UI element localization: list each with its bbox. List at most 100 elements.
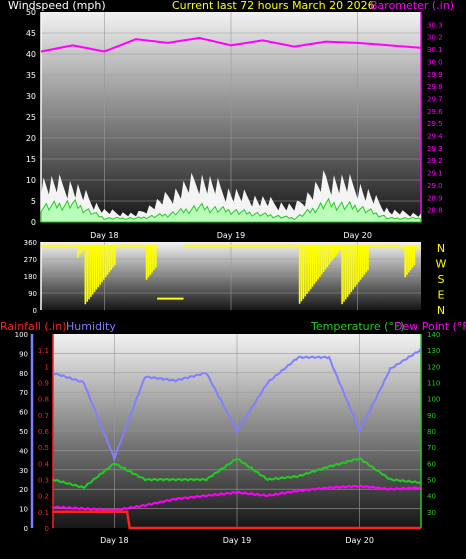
- temperature-series: [52, 456, 422, 490]
- day-label: Day 18: [100, 536, 129, 545]
- wind-tick-label: 5: [31, 197, 36, 206]
- baro-tick-label: 29.3: [427, 145, 443, 153]
- wind-tick-label: 45: [26, 29, 36, 38]
- baro-tick-label: 28.8: [427, 207, 443, 215]
- wind-tick-label: 40: [26, 50, 36, 59]
- wind-tick-label: 35: [26, 71, 36, 80]
- baro-tick-label: 30.2: [427, 34, 443, 42]
- compass-label: W: [436, 258, 447, 271]
- wind-series: [40, 36, 422, 223]
- humidity-tick-label: 50: [19, 428, 28, 436]
- humidity-tick-label: 10: [19, 506, 28, 514]
- temp-tick-label: 60: [427, 460, 436, 468]
- baro-tick-label: 29.7: [427, 95, 443, 103]
- day-label: Day 19: [217, 231, 246, 240]
- current-title: Current last 72 hours March 20 2026: [172, 0, 375, 12]
- compass-label: S: [438, 273, 445, 286]
- temp-tick-label: 100: [427, 396, 440, 404]
- temp-tick-label: 40: [427, 493, 436, 501]
- baro-tick-label: 29.4: [427, 133, 443, 141]
- direction-tick-label: 0: [33, 307, 37, 315]
- baro-tick-label: 29.8: [427, 83, 443, 91]
- humidity-tick-label: 0: [24, 525, 28, 533]
- rain-tick-label: 0.3: [38, 477, 49, 485]
- humidity-tick-label: 80: [19, 370, 28, 378]
- day-label: Day 19: [223, 536, 252, 545]
- baro-tick-label: 29.6: [427, 108, 443, 116]
- rain-tick-label: 1: [45, 363, 49, 371]
- baro-tick-label: 28.9: [427, 194, 443, 202]
- temp-tick-label: 140: [427, 331, 440, 339]
- rain-tick-label: 0: [45, 525, 49, 533]
- direction-tick-label: 180: [24, 273, 37, 281]
- direction-tick-label: 360: [24, 239, 37, 247]
- temp-tick-label: 130: [427, 347, 440, 355]
- day-label: Day 20: [345, 536, 374, 545]
- rain-tick-label: 0.9: [38, 380, 49, 388]
- rain-tick-label: 0.2: [38, 493, 49, 501]
- humidity-tick-label: 100: [15, 331, 28, 339]
- baro-tick-label: 29.5: [427, 120, 443, 128]
- wind-tick-label: 50: [26, 8, 36, 17]
- baro-tick-label: 30.3: [427, 21, 443, 29]
- humidity-label: Humidity: [66, 320, 116, 333]
- wind-tick-label: 0: [31, 218, 36, 227]
- wind-day-labels: Day 18 Day 19 Day 20: [90, 231, 372, 240]
- baro-tick-label: 29.9: [427, 71, 443, 79]
- humidity-tick-label: 70: [19, 389, 28, 397]
- dew-label: Dew Point (°F): [394, 320, 466, 333]
- humidity-tick-label: 40: [19, 447, 28, 455]
- rain-tick-label: 0.6: [38, 428, 50, 436]
- wind-tick-label: 10: [26, 176, 36, 185]
- day-label: Day 18: [90, 231, 119, 240]
- temp-tick-label: 30: [427, 509, 436, 517]
- baro-tick-label: 29.2: [427, 157, 443, 165]
- wind-tick-label: 15: [26, 155, 36, 164]
- humidity-tick-label: 60: [19, 409, 28, 417]
- direction-series: [41, 244, 421, 305]
- wind-title: Windspeed (mph): [8, 0, 106, 12]
- compass-label: E: [438, 289, 445, 302]
- baro-tick-label: 29.1: [427, 170, 443, 178]
- rain-tick-label: 0.7: [38, 412, 49, 420]
- wind-tick-label: 30: [26, 92, 36, 101]
- wind-tick-label: 25: [26, 113, 36, 122]
- temp-tick-label: 110: [427, 380, 440, 388]
- direction-axis-ticks: 0 90 180 270 360: [24, 239, 42, 315]
- humidity-tick-label: 30: [19, 467, 28, 475]
- rain-tick-label: 0.4: [38, 460, 50, 468]
- temp-tick-label: 50: [427, 477, 436, 485]
- direction-tick-label: 270: [24, 256, 37, 264]
- rainfall-series: [53, 510, 421, 530]
- temp-label: Temperature (°F): [310, 320, 405, 333]
- temp-tick-label: 80: [427, 428, 436, 436]
- temp-axis-ticks: 0 10 20 30 40 50 60 70 80 90 100 0 0.1 0.2 0.3 0.4 0.5 0.…: [15, 331, 441, 533]
- temp-series: [52, 348, 422, 530]
- baro-axis-ticks: 28.8 28.9 29.0 29.1 29.2 29.3 29.4 29.5 29.6 29.7…: [420, 12, 443, 222]
- direction-tick-label: 90: [28, 290, 37, 298]
- barometer-series: [40, 36, 422, 53]
- rain-tick-label: 0.5: [38, 444, 49, 452]
- wind-panel: 0 5 10 15 20 25 30 35 40 45 50 28.8 28.9 29.0 29.1 29.…: [26, 8, 443, 240]
- temp-tick-label: 70: [427, 444, 436, 452]
- wind-grid: [41, 12, 421, 222]
- day-label: Day 20: [343, 231, 372, 240]
- rain-tick-label: 1.1: [38, 347, 49, 355]
- wind-tick-label: 20: [26, 134, 36, 143]
- rain-tick-label: 0.8: [38, 396, 49, 404]
- baro-tick-label: 30.1: [427, 46, 443, 54]
- temp-panel: 0 10 20 30 40 50 60 70 80 90 100 0 0.1 0.2 0.3 0.4 0.5 0.…: [15, 331, 441, 545]
- windspeed-series: [40, 197, 422, 223]
- temp-day-labels: Day 18 Day 19 Day 20: [100, 536, 374, 545]
- rain-tick-label: 0.1: [38, 509, 49, 517]
- rain-label: Rainfall (.in): [0, 320, 67, 333]
- compass-label: N: [437, 304, 445, 317]
- temp-tick-label: 90: [427, 412, 436, 420]
- humidity-tick-label: 90: [19, 350, 28, 358]
- humidity-tick-label: 20: [19, 486, 28, 494]
- wind-axis-ticks: 0 5 10 15 20 25 30 35 40 45 50: [26, 8, 42, 227]
- baro-title: Barometer (.in): [370, 0, 454, 12]
